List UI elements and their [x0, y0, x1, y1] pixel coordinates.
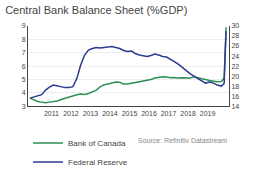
- svg-text:8: 8: [22, 36, 26, 43]
- svg-text:24: 24: [231, 53, 239, 60]
- svg-text:3: 3: [22, 103, 26, 110]
- svg-text:9: 9: [22, 22, 26, 29]
- svg-text:6: 6: [22, 63, 26, 70]
- svg-text:2019: 2019: [200, 110, 216, 117]
- svg-text:2012: 2012: [63, 110, 79, 117]
- svg-text:2016: 2016: [141, 110, 157, 117]
- svg-text:2017: 2017: [161, 110, 177, 117]
- svg-text:5: 5: [22, 76, 26, 83]
- svg-text:Source: Refinitiv Datastream: Source: Refinitiv Datastream: [138, 137, 227, 144]
- svg-text:28: 28: [231, 32, 239, 39]
- svg-text:Bank of Canada: Bank of Canada: [68, 139, 126, 148]
- svg-text:16: 16: [231, 93, 239, 100]
- svg-text:2013: 2013: [83, 110, 99, 117]
- svg-text:7: 7: [22, 49, 26, 56]
- svg-text:18: 18: [231, 83, 239, 90]
- svg-text:2018: 2018: [180, 110, 196, 117]
- svg-text:2011: 2011: [44, 110, 59, 117]
- svg-text:Central Bank Balance Sheet (%G: Central Bank Balance Sheet (%GDP): [5, 4, 187, 16]
- svg-text:22: 22: [231, 63, 239, 70]
- svg-text:30: 30: [231, 22, 239, 29]
- svg-text:26: 26: [231, 42, 239, 49]
- svg-text:Federal Reserve: Federal Reserve: [68, 158, 128, 167]
- svg-text:2015: 2015: [122, 110, 138, 117]
- svg-text:14: 14: [231, 103, 239, 110]
- svg-text:4: 4: [22, 89, 26, 96]
- svg-text:20: 20: [231, 73, 239, 80]
- svg-text:2014: 2014: [102, 110, 118, 117]
